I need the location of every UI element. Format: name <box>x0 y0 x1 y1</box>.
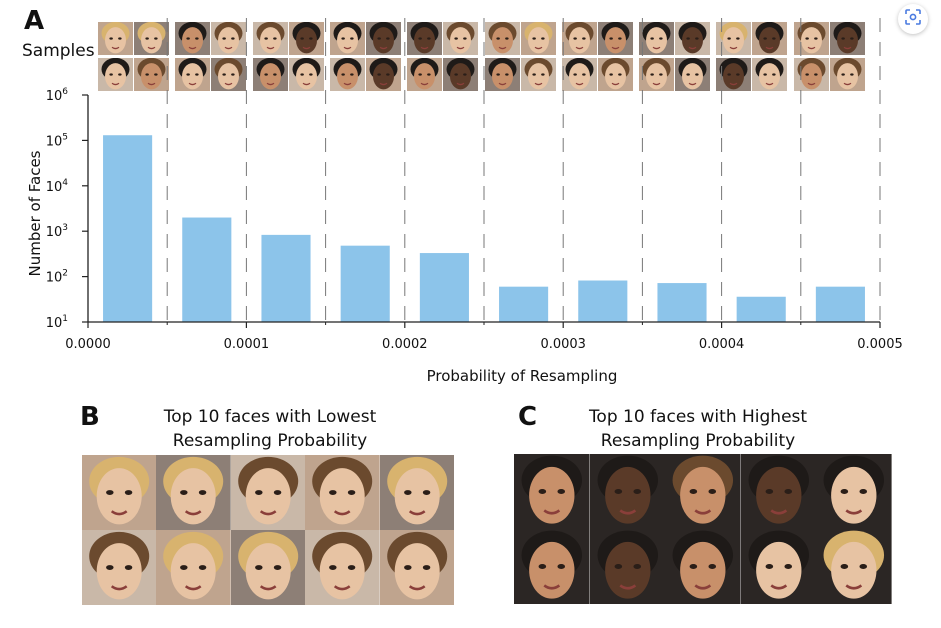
face-thumbnail <box>230 455 306 530</box>
sample-face-thumbnail <box>675 22 711 55</box>
face-thumbnail <box>589 529 666 604</box>
sample-face-thumbnail <box>639 58 675 91</box>
lens-scan-icon <box>904 8 922 30</box>
y-tick-label: 105 <box>46 132 68 149</box>
highest-grid-title: Top 10 faces with Highest Resampling Pro… <box>548 405 848 453</box>
lowest-probability-face-grid <box>82 455 454 605</box>
sample-face-thumbnail <box>134 58 169 91</box>
y-tick-label: 101 <box>46 314 68 331</box>
histogram-bar <box>657 283 707 322</box>
x-tick-label: 0.0002 <box>382 337 428 352</box>
x-tick-label: 0.0004 <box>699 337 745 352</box>
sample-face-thumbnail <box>175 22 211 55</box>
sample-face-thumbnail <box>752 58 788 91</box>
sample-face-thumbnail <box>365 58 401 91</box>
sample-face-thumbnail <box>175 58 211 91</box>
face-thumbnail <box>82 530 157 605</box>
sample-face-thumbnail <box>675 58 711 91</box>
samples-label: Samples <box>22 41 95 61</box>
sample-face-thumbnail <box>829 58 865 91</box>
sample-face-thumbnail <box>365 22 401 55</box>
histogram-bar <box>815 286 865 322</box>
sample-face-thumbnail <box>793 22 829 55</box>
panel-b-letter: B <box>80 402 100 432</box>
sample-face-thumbnail <box>211 58 247 91</box>
face-thumbnail <box>230 530 306 605</box>
sample-face-thumbnail <box>407 22 443 55</box>
x-tick-label: 0.0003 <box>540 337 586 352</box>
sample-face-thumbnail <box>98 22 133 55</box>
sample-face-thumbnail <box>561 22 597 55</box>
y-axis-label: Number of Faces <box>26 150 44 276</box>
lowest-grid-title-line1: Top 10 faces with Lowest <box>163 407 377 427</box>
highest-probability-face-grid <box>514 454 892 604</box>
sample-face-thumbnail <box>520 58 556 91</box>
face-thumbnail <box>514 454 590 529</box>
sample-face-thumbnail <box>520 22 556 55</box>
sample-face-thumbnail <box>329 22 365 55</box>
sample-face-thumbnail <box>407 58 443 91</box>
y-tick-label: 106 <box>46 87 69 104</box>
face-thumbnail <box>816 529 892 604</box>
sample-face-thumbnail <box>597 22 633 55</box>
face-thumbnail <box>156 530 231 605</box>
sample-face-thumbnail <box>597 58 633 91</box>
histogram-bar <box>103 135 153 322</box>
lowest-grid-title: Top 10 faces with Lowest Resampling Prob… <box>120 405 420 453</box>
y-tick-label: 102 <box>46 269 68 286</box>
sample-face-thumbnail <box>484 58 520 91</box>
histogram-bar <box>261 234 311 322</box>
histogram-bar <box>578 280 628 322</box>
sample-face-thumbnail <box>288 22 324 55</box>
lens-scan-button[interactable] <box>898 4 928 34</box>
sample-face-thumbnail <box>211 22 247 55</box>
panel-a-letter: A <box>24 6 45 36</box>
face-thumbnail <box>816 454 892 529</box>
sample-face-thumbnail <box>716 58 752 91</box>
face-thumbnail <box>305 455 380 530</box>
x-tick-label: 0.0001 <box>224 337 270 352</box>
face-thumbnail <box>514 529 590 604</box>
highest-grid-title-line2: Resampling Probability <box>600 431 796 451</box>
face-thumbnail <box>379 455 454 530</box>
sample-face-thumbnail <box>252 58 288 91</box>
face-thumbnail <box>665 529 741 604</box>
sample-face-thumbnail <box>98 58 133 91</box>
face-thumbnail <box>305 530 380 605</box>
face-thumbnail <box>589 454 666 529</box>
sample-face-thumbnail <box>639 22 675 55</box>
face-thumbnail <box>740 454 817 529</box>
resampling-histogram: 0.0000 0.0001 0.0002 0.0003 0.0004 0.0005 101 1… <box>26 18 903 385</box>
sample-face-thumbnail <box>793 58 829 91</box>
highest-grid-title-line1: Top 10 faces with Highest <box>588 407 808 427</box>
panel-c-letter: C <box>518 402 538 432</box>
lowest-grid-title-line2: Resampling Probability <box>172 431 368 451</box>
x-tick-label: 0.0000 <box>65 337 111 352</box>
sample-face-thumbnail <box>752 22 788 55</box>
face-thumbnail <box>82 455 157 530</box>
sample-face-thumbnail <box>484 22 520 55</box>
sample-face-thumbnail <box>443 22 479 55</box>
histogram-bar <box>340 245 390 322</box>
y-tick-label: 103 <box>46 223 68 240</box>
histogram-bar <box>419 253 469 322</box>
face-thumbnail <box>379 530 454 605</box>
face-thumbnail <box>665 454 741 529</box>
histogram-bar <box>499 286 549 322</box>
x-axis-label: Probability of Resampling <box>427 367 618 385</box>
face-thumbnail <box>740 529 817 604</box>
histogram-bar <box>736 296 786 322</box>
sample-face-thumbnail <box>134 22 169 55</box>
sample-face-thumbnail <box>252 22 288 55</box>
sample-face-thumbnail <box>716 22 752 55</box>
sample-face-thumbnail <box>329 58 365 91</box>
face-thumbnail <box>156 455 231 530</box>
sample-face-thumbnail <box>829 22 865 55</box>
histogram-bar <box>182 217 232 322</box>
sample-face-thumbnail <box>288 58 324 91</box>
x-tick-label: 0.0005 <box>857 337 903 352</box>
sample-face-thumbnail <box>561 58 597 91</box>
sample-face-thumbnail <box>443 58 479 91</box>
y-tick-label: 104 <box>46 178 69 195</box>
